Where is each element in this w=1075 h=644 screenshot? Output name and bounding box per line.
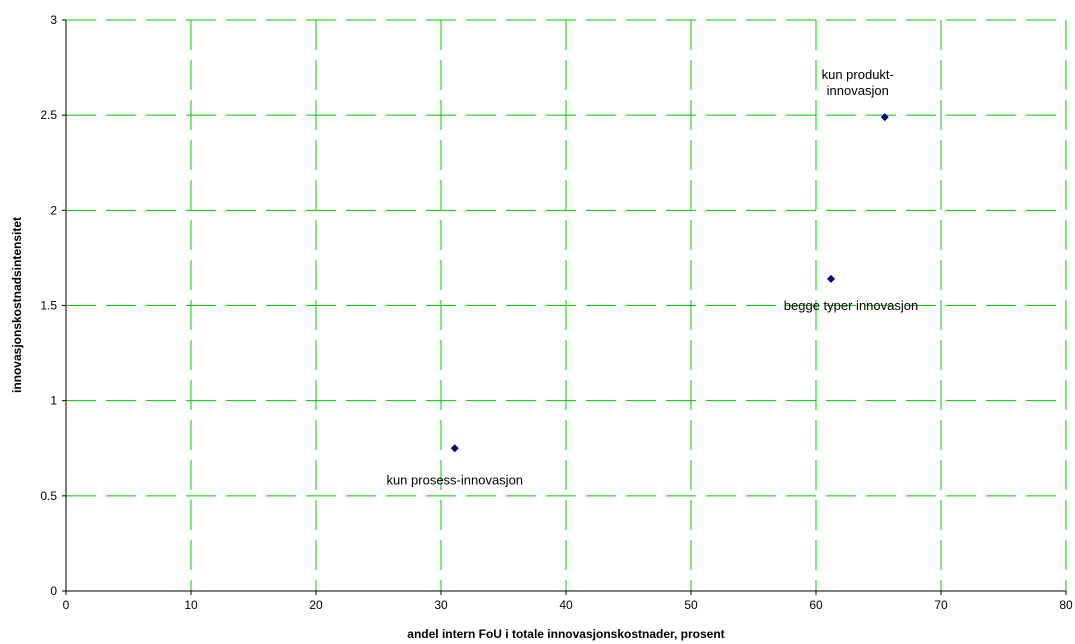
x-tick-labels: 0 10 20 30 40 50 60 70 80 <box>63 598 1073 612</box>
data-point <box>827 274 835 283</box>
y-tick-labels: 0 0.5 1 1.5 2 2.5 3 <box>40 13 57 598</box>
x-tick-label: 0 <box>63 598 70 612</box>
point-label: kun prosess-innovasjon <box>386 472 523 487</box>
x-tick-label: 50 <box>684 598 698 612</box>
x-tick-label: 20 <box>309 598 323 612</box>
grid-lines <box>66 19 1067 591</box>
data-points <box>450 113 889 453</box>
point-label: kun produkt-innovasjon <box>822 67 894 98</box>
x-tick-label: 30 <box>434 598 448 612</box>
y-tick-label: 2 <box>50 203 57 217</box>
x-axis-title: andel intern FoU i totale innovasjonskos… <box>407 627 724 641</box>
y-tick-label: 0.5 <box>40 489 57 503</box>
data-point <box>450 444 459 453</box>
point-label: begge typer innovasjon <box>784 298 918 313</box>
x-tick-label: 80 <box>1059 598 1073 612</box>
point-labels: kun prosess-innovasjon begge typer innova… <box>386 67 918 487</box>
y-tick-label: 3 <box>50 13 57 27</box>
x-tick-label: 60 <box>809 598 823 612</box>
y-tick-label: 0 <box>50 584 57 598</box>
data-point <box>880 113 889 122</box>
axes <box>62 19 1067 595</box>
x-tick-label: 10 <box>184 598 198 612</box>
y-tick-label: 2.5 <box>40 108 57 122</box>
x-tick-label: 70 <box>934 598 948 612</box>
y-axis-title: innovasjonskostnadsintensitet <box>10 217 24 393</box>
x-tick-label: 40 <box>559 598 573 612</box>
y-tick-label: 1.5 <box>40 299 57 313</box>
y-tick-label: 1 <box>50 394 57 408</box>
